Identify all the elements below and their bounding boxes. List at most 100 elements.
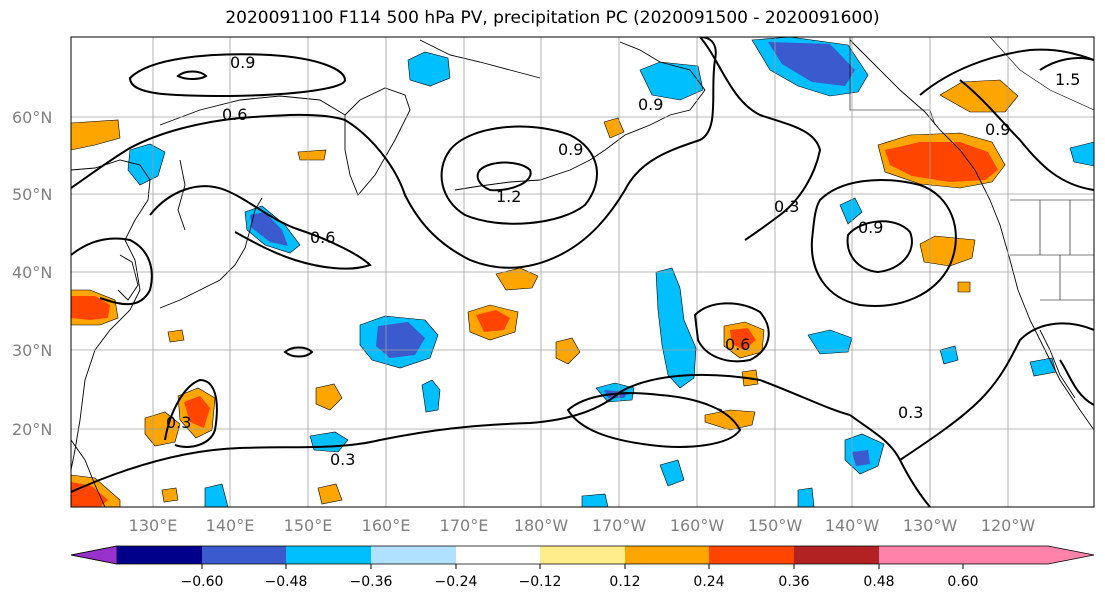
patch-neg-misc-9: [939, 345, 959, 365]
contour-15: [1039, 57, 1094, 71]
colorbar-tick-label: 0.60: [947, 574, 978, 590]
colorbar-tick-label: 0.48: [863, 574, 894, 590]
lon-label: 150°E: [284, 516, 333, 535]
colorbar-segment: [202, 546, 286, 564]
lat-label: 50°N: [12, 185, 52, 204]
coast-kamchatka: [344, 87, 411, 196]
colorbar-tick-label: 0.24: [693, 574, 724, 590]
contour-12-inner: [476, 161, 532, 192]
lat-label: 20°N: [12, 420, 52, 439]
contour-label: 0.3: [330, 450, 355, 469]
map-frame: [70, 36, 1095, 508]
lon-label: 170°W: [592, 516, 647, 535]
patch-pos-misc-6: [317, 483, 343, 505]
contour-label: 0.6: [222, 105, 247, 124]
colorbar-tick-label: 0.12: [609, 574, 640, 590]
lon-label: 140°W: [825, 516, 880, 535]
colorbar-tick-label: 0.36: [778, 574, 809, 590]
contour-06-north: [71, 37, 717, 269]
pv-contours: [71, 37, 1094, 507]
colorbar-extend-right: [963, 546, 1094, 564]
lon-label: 130°W: [903, 516, 958, 535]
coast-gulf-alaska: [849, 39, 1094, 431]
lon-label: 160°E: [362, 516, 411, 535]
patch-neg-misc-4: [659, 459, 685, 487]
colorbar-tick-label: −0.24: [435, 574, 478, 590]
patch-neg-kamchatka: [407, 51, 451, 87]
lat-label: 30°N: [12, 341, 52, 360]
coast-philippines: [71, 439, 106, 507]
contour-label: 0.9: [558, 140, 583, 159]
lon-label: 160°W: [670, 516, 725, 535]
colorbar-outline: [70, 545, 1095, 565]
patch-pos-misc-10: [161, 487, 179, 503]
coast-okhotsk-north: [159, 95, 346, 126]
gridlines: [71, 37, 1094, 507]
contour-small-loop: [176, 70, 208, 80]
contour-03-japan-south: [164, 378, 218, 448]
contour-label: 0.6: [310, 228, 335, 247]
contour-label: 1.2: [496, 187, 521, 206]
contour-label: 0.6: [725, 335, 750, 354]
patch-neg-misc-5: [204, 483, 229, 507]
patch-pos-30n-b-core: [730, 328, 756, 350]
patch-neg-20n-b: [421, 379, 441, 413]
patch-neg-misc-7: [797, 487, 815, 507]
coast-baja: [1039, 329, 1076, 399]
patch-pos-misc-3: [704, 409, 756, 431]
colorbar-extend-left: [70, 545, 118, 565]
contour-03-east: [699, 37, 822, 241]
longitude-labels: 130°E 140°E 150°E 160°E 170°E 180°W 170°…: [129, 516, 1036, 535]
contour-label: 0.9: [858, 218, 883, 237]
patch-neg-okhotsk: [127, 143, 166, 186]
contour-03-hawaii: [566, 392, 742, 448]
contour-label: 0.3: [898, 403, 923, 422]
patch-pos-misc-1: [555, 337, 581, 365]
lon-label: 170°E: [440, 516, 489, 535]
colorbar-segment: [625, 546, 709, 564]
contour-09-east: [810, 179, 957, 307]
contour-label: 1.5: [1055, 70, 1080, 89]
patch-neg-gulf-alaska-core: [768, 42, 855, 86]
colorbar-tick-label: −0.36: [350, 574, 393, 590]
colorbar-segment: [286, 546, 371, 564]
coast-korea: [117, 254, 139, 301]
patch-pos-misc-2: [315, 383, 343, 411]
contour-label: 0.9: [638, 95, 663, 114]
lon-label: 120°W: [981, 516, 1036, 535]
patch-pos-20n-japan-b-core: [184, 396, 210, 428]
colorbar-segment: [371, 546, 456, 564]
contour-06-mid: [693, 302, 770, 363]
patch-neg-dateline-strip: [655, 267, 697, 389]
lon-label: 140°E: [206, 516, 255, 535]
colorbar-segment: [456, 546, 540, 564]
coast-alaska-west: [589, 41, 706, 161]
coast-asia: [71, 159, 151, 471]
colorbar-segment: [540, 546, 625, 564]
patch-pos-30n-a-core: [476, 310, 510, 332]
latitude-labels: 60°N 50°N 40°N 30°N 20°N: [12, 108, 52, 439]
patch-pos-okhotsk-west: [71, 119, 121, 151]
colorbar-tick-label: −0.60: [181, 574, 224, 590]
coast-japan: [159, 197, 263, 309]
patch-pos-40n-east: [919, 235, 976, 267]
map-title: 2020091100 F114 500 hPa PV, precipitatio…: [225, 8, 880, 28]
colorbar-segment: [879, 546, 963, 564]
lat-label: 40°N: [12, 263, 52, 282]
contour-03-south: [71, 373, 851, 493]
colorbar-tick-label: −0.12: [519, 574, 562, 590]
contour-03-southeast: [849, 322, 1094, 507]
patch-pos-west-japan-core: [71, 296, 110, 320]
patch-pos-misc-8: [957, 281, 971, 293]
lon-label: 180°W: [514, 516, 569, 535]
patch-neg-30n-b: [807, 329, 853, 355]
patch-neg-15n-a-core: [852, 450, 870, 466]
patch-neg-misc-2: [839, 197, 863, 225]
colorbar-segment: [117, 546, 202, 564]
coast-sakhalin: [177, 159, 186, 231]
contour-label: 0.9: [985, 120, 1010, 139]
colorbar-segment: [709, 546, 794, 564]
lat-label: 60°N: [12, 108, 52, 127]
contour-small-30n: [283, 346, 314, 358]
